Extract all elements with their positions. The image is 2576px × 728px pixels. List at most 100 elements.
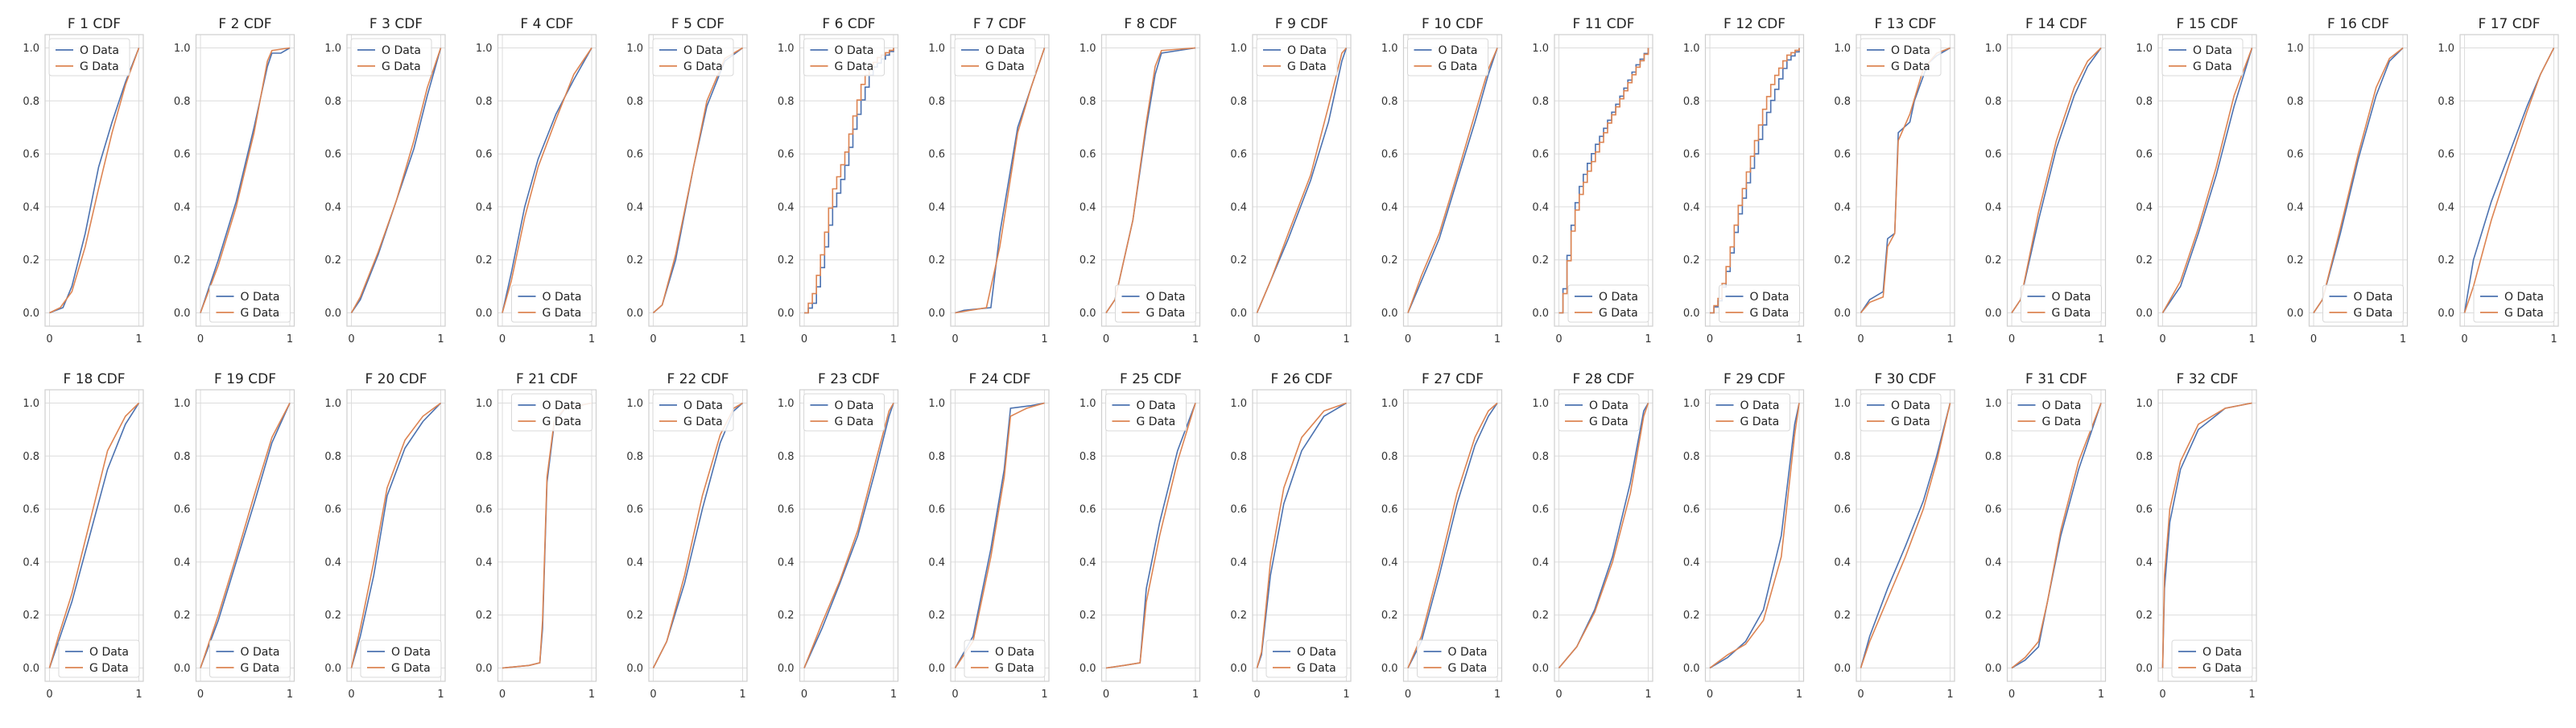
legend: O Data G Data [1719, 284, 1800, 323]
chart-title: F 29 CDF [1724, 371, 1785, 387]
series-line-o-data [2313, 47, 2404, 313]
y-tick-label: 0.2 [324, 254, 341, 267]
y-tick-label: 0.4 [928, 201, 945, 213]
y-tick-label: 0.8 [1532, 96, 1549, 108]
chart-panel-13: F 13 CDF 0.0 0.2 0.4 0.6 0.8 1.0 0 1 O Data G Data [1834, 16, 1955, 345]
x-tick-label: 1 [1192, 689, 1199, 701]
plot-frame [2459, 34, 2559, 327]
series-line-o-data [2463, 48, 2555, 313]
y-tick-label: 0.6 [2287, 149, 2304, 161]
x-tick-label: 1 [1494, 333, 1501, 345]
y-tick-label: 0.8 [1381, 96, 1398, 108]
x-tick-label: 0 [1405, 689, 1411, 701]
y-tick-label: 1.0 [324, 398, 341, 410]
series-line-g-data [652, 47, 743, 314]
y-tick-label: 1.0 [1080, 43, 1096, 55]
y-tick-label: 0.2 [2136, 610, 2153, 622]
chart-panel-29: F 29 CDF 0.0 0.2 0.4 0.6 0.8 1.0 0 1 O Data G Data [1683, 371, 1805, 701]
legend-label: G Data [835, 416, 874, 428]
series-line-g-data [1860, 403, 1951, 668]
legend-label: G Data [2193, 60, 2232, 73]
legend: O Data G Data [2473, 284, 2555, 323]
plot-frame [2157, 34, 2257, 327]
series-line-g-data [200, 47, 291, 313]
legend-label: G Data [1599, 307, 1638, 320]
plot-frame [346, 389, 446, 682]
series-line-g-data [2161, 48, 2253, 313]
x-tick-label: 0 [2008, 689, 2015, 701]
x-tick-label: 1 [588, 689, 595, 701]
series-line-o-data [350, 402, 442, 668]
x-tick-label: 1 [739, 689, 745, 701]
y-tick-label: 0.8 [1080, 451, 1096, 463]
legend-label: G Data [1439, 60, 1478, 73]
y-tick-label: 0.0 [1080, 663, 1096, 675]
legend: O Data G Data [2322, 284, 2404, 323]
y-tick-label: 0.0 [174, 663, 191, 675]
y-tick-label: 0.8 [324, 451, 341, 463]
legend-label: O Data [2354, 291, 2393, 304]
y-tick-label: 0.2 [1985, 610, 2002, 622]
legend: O Data G Data [1567, 284, 1649, 323]
y-tick-label: 0.0 [1683, 308, 1700, 320]
y-tick-label: 0.4 [1532, 201, 1549, 213]
chart-title: F 32 CDF [2177, 371, 2239, 387]
y-tick-label: 0.8 [1834, 451, 1851, 463]
y-tick-label: 0.4 [324, 556, 341, 569]
plot-frame [1252, 389, 1352, 682]
y-tick-label: 1.0 [1230, 43, 1247, 55]
chart-title: F 28 CDF [1573, 371, 1635, 387]
y-tick-label: 1.0 [1532, 398, 1549, 410]
x-tick-label: 1 [135, 689, 142, 701]
chart-panel-30: F 30 CDF 0.0 0.2 0.4 0.6 0.8 1.0 0 1 O Data G Data [1834, 371, 1955, 701]
x-tick-label: 1 [2248, 689, 2255, 701]
chart-panel-27: F 27 CDF 0.0 0.2 0.4 0.6 0.8 1.0 0 1 O Data G Data [1381, 371, 1503, 701]
legend-label: O Data [2052, 291, 2091, 304]
y-tick-label: 0.6 [1080, 149, 1096, 161]
legend: O Data G Data [1407, 38, 1488, 77]
legend-label: O Data [1297, 646, 1336, 659]
series-line-g-data [2161, 402, 2252, 668]
x-tick-label: 0 [1555, 333, 1562, 345]
legend-label: G Data [683, 416, 723, 428]
series-line-g-data [2463, 48, 2555, 313]
y-tick-label: 0.2 [778, 254, 795, 267]
legend: O Data G Data [2021, 284, 2102, 323]
x-tick-label: 0 [1707, 333, 1713, 345]
y-tick-label: 0.4 [1834, 556, 1851, 569]
y-tick-label: 0.2 [174, 254, 191, 267]
y-tick-label: 0.0 [1532, 308, 1549, 320]
legend-label: O Data [2042, 399, 2082, 412]
y-tick-label: 0.4 [778, 201, 795, 213]
plot-frame [799, 389, 899, 682]
y-tick-label: 1.0 [928, 43, 945, 55]
y-tick-label: 0.8 [1381, 451, 1398, 463]
legend-label: G Data [1297, 662, 1336, 675]
series-line-o-data [2011, 403, 2102, 669]
y-tick-label: 0.2 [1834, 254, 1851, 267]
y-tick-label: 0.8 [778, 451, 795, 463]
x-tick-label: 0 [348, 689, 354, 701]
legend-label: G Data [1287, 60, 1327, 73]
y-tick-label: 0.4 [23, 556, 39, 569]
chart-title: F 1 CDF [68, 16, 121, 32]
chart-title: F 2 CDF [218, 16, 271, 32]
y-tick-label: 0.0 [1080, 308, 1096, 320]
y-tick-label: 0.4 [1080, 556, 1096, 569]
y-tick-label: 0.6 [174, 149, 191, 161]
x-tick-label: 0 [2159, 689, 2165, 701]
x-tick-label: 0 [1103, 333, 1109, 345]
chart-title: F 20 CDF [365, 371, 427, 387]
series-line-g-data [2313, 47, 2404, 313]
y-tick-label: 0.4 [476, 556, 493, 569]
y-tick-label: 1.0 [174, 398, 191, 410]
y-tick-label: 0.2 [1381, 610, 1398, 622]
legend-label: O Data [985, 44, 1025, 57]
y-tick-label: 0.2 [1381, 254, 1398, 267]
y-tick-label: 0.2 [928, 254, 945, 267]
x-tick-label: 1 [1645, 689, 1651, 701]
y-tick-label: 0.0 [1985, 663, 2002, 675]
plot-frame [1856, 389, 1955, 682]
x-tick-label: 1 [2098, 333, 2104, 345]
x-tick-label: 1 [1946, 689, 1953, 701]
